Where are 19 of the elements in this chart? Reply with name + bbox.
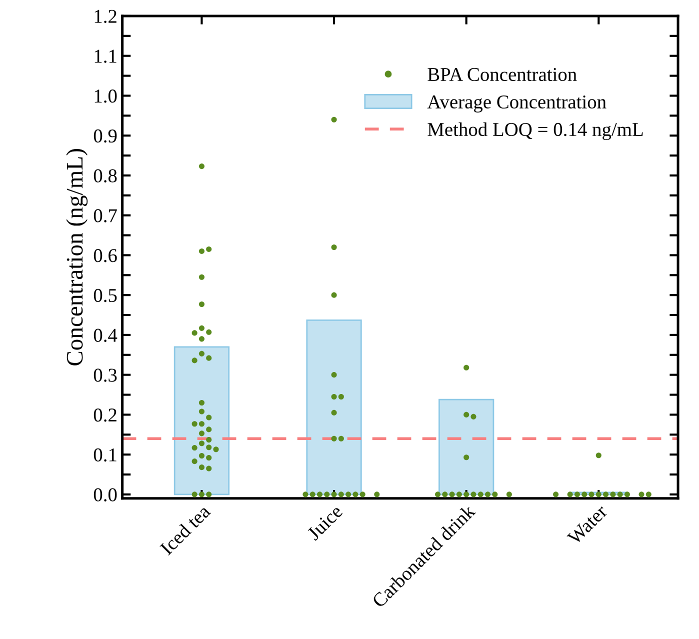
y-tick-label: 0.3 — [94, 368, 117, 382]
y-tick-label: 1.1 — [94, 50, 116, 63]
x-tick-label: Juice — [306, 504, 344, 541]
y-tick-label: 0.5 — [94, 288, 117, 302]
y-tick-label: 0.0 — [94, 488, 117, 502]
y-tick-label: 0.2 — [94, 408, 116, 422]
y-tick-label: 0.6 — [94, 249, 117, 262]
y-tick-label: 1.2 — [94, 10, 116, 23]
legend-label: Method LOQ = 0.14 ng/mL — [428, 122, 643, 140]
x-tick-label: Iced tea — [159, 503, 212, 556]
y-tick-label: 0.9 — [94, 129, 117, 143]
y-tick-label: 0.7 — [94, 209, 117, 222]
y-tick-label: 0.1 — [94, 448, 116, 462]
y-tick-label: 0.4 — [94, 328, 118, 342]
y-tick-label: 1.0 — [94, 90, 117, 103]
y-tick-label: 0.8 — [94, 169, 117, 182]
legend-label: Average Concentration — [427, 95, 606, 113]
legend-label: BPA Concentration — [428, 68, 577, 82]
y-axis-title: Concentration (ng/mL) — [66, 149, 88, 366]
